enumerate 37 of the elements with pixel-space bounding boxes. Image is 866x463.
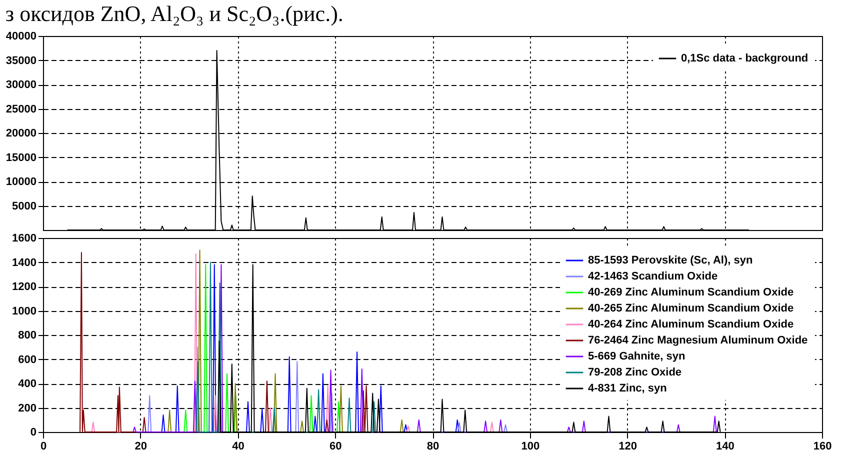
y-tick-label: 400 <box>18 378 36 390</box>
legend-label: 5-669 Gahnite, syn <box>588 350 686 362</box>
y-tick-label: 25000 <box>6 103 36 116</box>
legend-label: 4-831 Zinc, syn <box>588 382 668 394</box>
y-tick-label: 800 <box>18 330 36 342</box>
x-tick-label: 140 <box>716 440 734 452</box>
legend-label: 40-265 Zinc Aluminum Scandium Oxide <box>588 302 794 314</box>
y-tick-label: 1400 <box>12 256 36 269</box>
y-tick-label: 1000 <box>12 305 36 318</box>
x-tick-label: 80 <box>426 440 440 452</box>
y-tick-label: 200 <box>18 402 36 414</box>
legend-label: 40-264 Zinc Aluminum Scandium Oxide <box>588 318 794 330</box>
legend-label: 0,1Sc data - background <box>681 52 808 64</box>
legend-label: 76-2464 Zinc Magnesium Aluminum Oxide <box>588 334 808 346</box>
x-tick-label: 0 <box>40 440 47 452</box>
y-tick-label: 5000 <box>12 200 36 212</box>
y-tick-label: 0 <box>30 426 36 438</box>
y-tick-label: 20000 <box>6 128 36 140</box>
y-tick-label: 40000 <box>6 30 36 42</box>
y-tick-label: 10000 <box>6 176 36 188</box>
y-tick-label: 600 <box>18 354 36 366</box>
chart-title: з оксидов ZnO, Al₂O₃ и Sc₂O₃.(рис.). <box>5 1 344 26</box>
x-tick-label: 160 <box>813 440 832 452</box>
legend-label: 40-269 Zinc Aluminum Scandium Oxide <box>588 286 794 298</box>
y-tick-label: 1600 <box>12 232 36 244</box>
y-tick-label: 30000 <box>6 79 36 91</box>
y-tick-label: 15000 <box>6 152 36 164</box>
legend-label: 42-1463 Scandium Oxide <box>588 270 718 282</box>
x-tick-label: 100 <box>521 440 540 452</box>
y-tick-label: 1200 <box>12 281 36 293</box>
x-tick-label: 120 <box>618 440 637 452</box>
x-tick-label: 40 <box>232 440 244 452</box>
y-tick-label: 35000 <box>6 54 36 67</box>
x-tick-label: 20 <box>134 440 147 452</box>
legend-label: 79-208 Zinc Oxide <box>588 366 682 378</box>
x-tick-label: 60 <box>330 440 342 452</box>
legend-label: 85-1593 Perovskite (Sc, Al), syn <box>588 254 753 266</box>
